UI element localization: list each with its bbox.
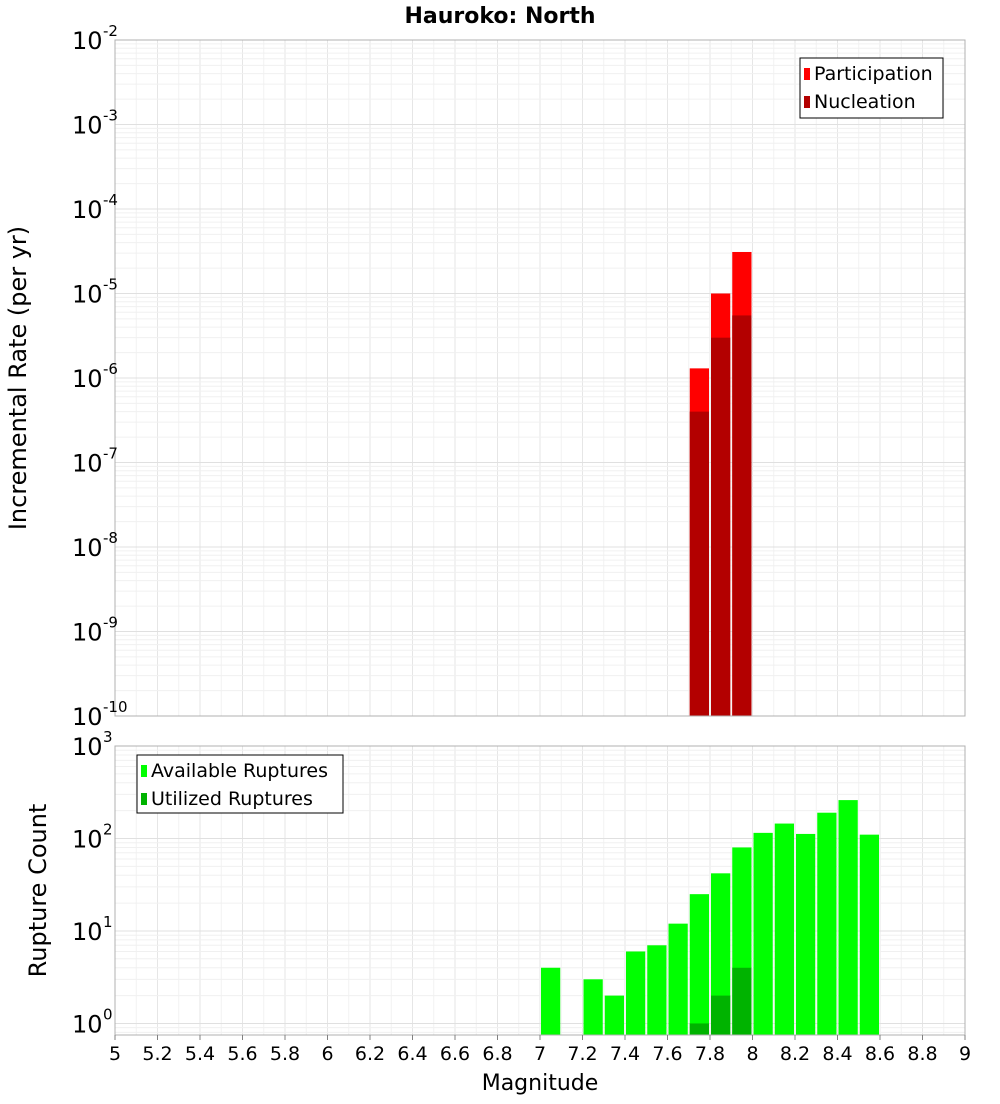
bar-available-ruptures <box>838 800 858 1035</box>
x-tick-label: 8 <box>746 1043 758 1065</box>
x-tick-label: 7.6 <box>652 1043 682 1065</box>
y-tick-exponent: -10 <box>103 698 128 716</box>
bar-available-ruptures <box>711 873 731 1035</box>
y-tick-label: 10 <box>72 733 103 761</box>
y-tick-exponent: -4 <box>103 191 118 209</box>
y-tick-exponent: 3 <box>103 728 113 746</box>
legend-label: Utilized Ruptures <box>151 788 313 810</box>
x-axis: 5 5.2 5.4 5.6 5.8 6 6.2 6.4 6.6 6.8 7 7.2 7.4 7.6 7.8 8… <box>109 1035 971 1065</box>
y-tick-label: 10 <box>72 534 103 562</box>
bar-available-ruptures <box>626 951 646 1035</box>
y-tick-label: 10 <box>72 703 103 731</box>
x-axis-label: Magnitude <box>482 1071 599 1096</box>
bar-nucleation <box>732 315 752 716</box>
y-tick-exponent: -6 <box>103 360 118 378</box>
bar-utilized-ruptures <box>689 1023 709 1035</box>
bar-available-ruptures <box>541 967 561 1035</box>
y-tick-label: 10 <box>72 1010 103 1038</box>
y-axis-label: Rupture Count <box>24 804 52 978</box>
y-tick-exponent: 0 <box>103 1005 113 1023</box>
y-tick-label: 10 <box>72 281 103 309</box>
legend-swatch <box>804 96 810 108</box>
bar-available-ruptures <box>817 812 837 1035</box>
x-tick-label: 8.4 <box>822 1043 852 1065</box>
x-tick-label: 6.8 <box>482 1043 512 1065</box>
y-tick-exponent: -3 <box>103 107 118 125</box>
grid <box>114 39 966 717</box>
x-tick-label: 6.6 <box>440 1043 470 1065</box>
y-tick-exponent: 2 <box>103 820 113 838</box>
legend-box <box>136 754 344 814</box>
bar-nucleation <box>711 337 731 716</box>
bar-available-ruptures <box>668 923 688 1035</box>
y-tick-exponent: -2 <box>103 22 118 40</box>
x-tick-label: 5.8 <box>270 1043 300 1065</box>
x-tick-label: 5 <box>109 1043 121 1065</box>
x-tick-label: 9 <box>959 1043 971 1065</box>
bar-available-ruptures <box>647 945 667 1035</box>
x-tick-label: 7.2 <box>567 1043 597 1065</box>
y-tick-label: 10 <box>72 450 103 478</box>
x-tick-label: 5.6 <box>227 1043 257 1065</box>
x-tick-label: 5.2 <box>142 1043 172 1065</box>
bar-available-ruptures <box>859 834 879 1035</box>
bar-nucleation <box>689 411 709 716</box>
bars <box>689 251 752 717</box>
legend-box <box>799 57 944 119</box>
bar-available-ruptures <box>604 995 624 1035</box>
legend: Available Ruptures Utilized Ruptures <box>136 754 344 814</box>
x-tick-label: 5.4 <box>185 1043 215 1065</box>
legend-swatch <box>141 765 147 777</box>
bar-available-ruptures <box>753 832 773 1035</box>
bar-available-ruptures <box>796 833 816 1035</box>
x-tick-label: 7.4 <box>610 1043 640 1065</box>
y-tick-exponent: -7 <box>103 445 118 463</box>
bar-available-ruptures <box>689 894 709 1035</box>
y-tick-label: 10 <box>72 27 103 55</box>
legend-swatch <box>141 793 147 805</box>
x-tick-label: 7.8 <box>695 1043 725 1065</box>
x-tick-label: 8.2 <box>780 1043 810 1065</box>
x-tick-label: 6 <box>321 1043 333 1065</box>
y-axis-label: Incremental Rate (per yr) <box>4 226 32 530</box>
x-tick-label: 8.6 <box>865 1043 895 1065</box>
legend-swatch <box>804 68 810 80</box>
y-tick-label: 10 <box>72 918 103 946</box>
bar-utilized-ruptures <box>732 967 752 1035</box>
y-tick-exponent: -8 <box>103 529 118 547</box>
chart-title: Hauroko: North <box>404 4 595 29</box>
legend: Participation Nucleation <box>799 57 944 119</box>
x-tick-label: 8.8 <box>907 1043 937 1065</box>
legend-label: Available Ruptures <box>151 760 328 782</box>
y-tick-label: 10 <box>72 825 103 853</box>
bars <box>541 800 879 1035</box>
legend-label: Nucleation <box>814 91 916 113</box>
x-tick-label: 6.4 <box>397 1043 427 1065</box>
x-tick-label: 6.2 <box>355 1043 385 1065</box>
y-tick-exponent: 1 <box>103 913 113 931</box>
bar-available-ruptures <box>583 979 603 1035</box>
y-tick-exponent: -5 <box>103 276 118 294</box>
plot-border <box>114 39 966 717</box>
bar-available-ruptures <box>774 823 794 1035</box>
y-tick-label: 10 <box>72 619 103 647</box>
legend-label: Participation <box>814 63 933 85</box>
y-tick-label: 10 <box>72 196 103 224</box>
y-tick-label: 10 <box>72 112 103 140</box>
x-tick-label: 7 <box>534 1043 546 1065</box>
y-tick-exponent: -9 <box>103 614 118 632</box>
y-tick-label: 10 <box>72 365 103 393</box>
bar-utilized-ruptures <box>711 995 731 1035</box>
